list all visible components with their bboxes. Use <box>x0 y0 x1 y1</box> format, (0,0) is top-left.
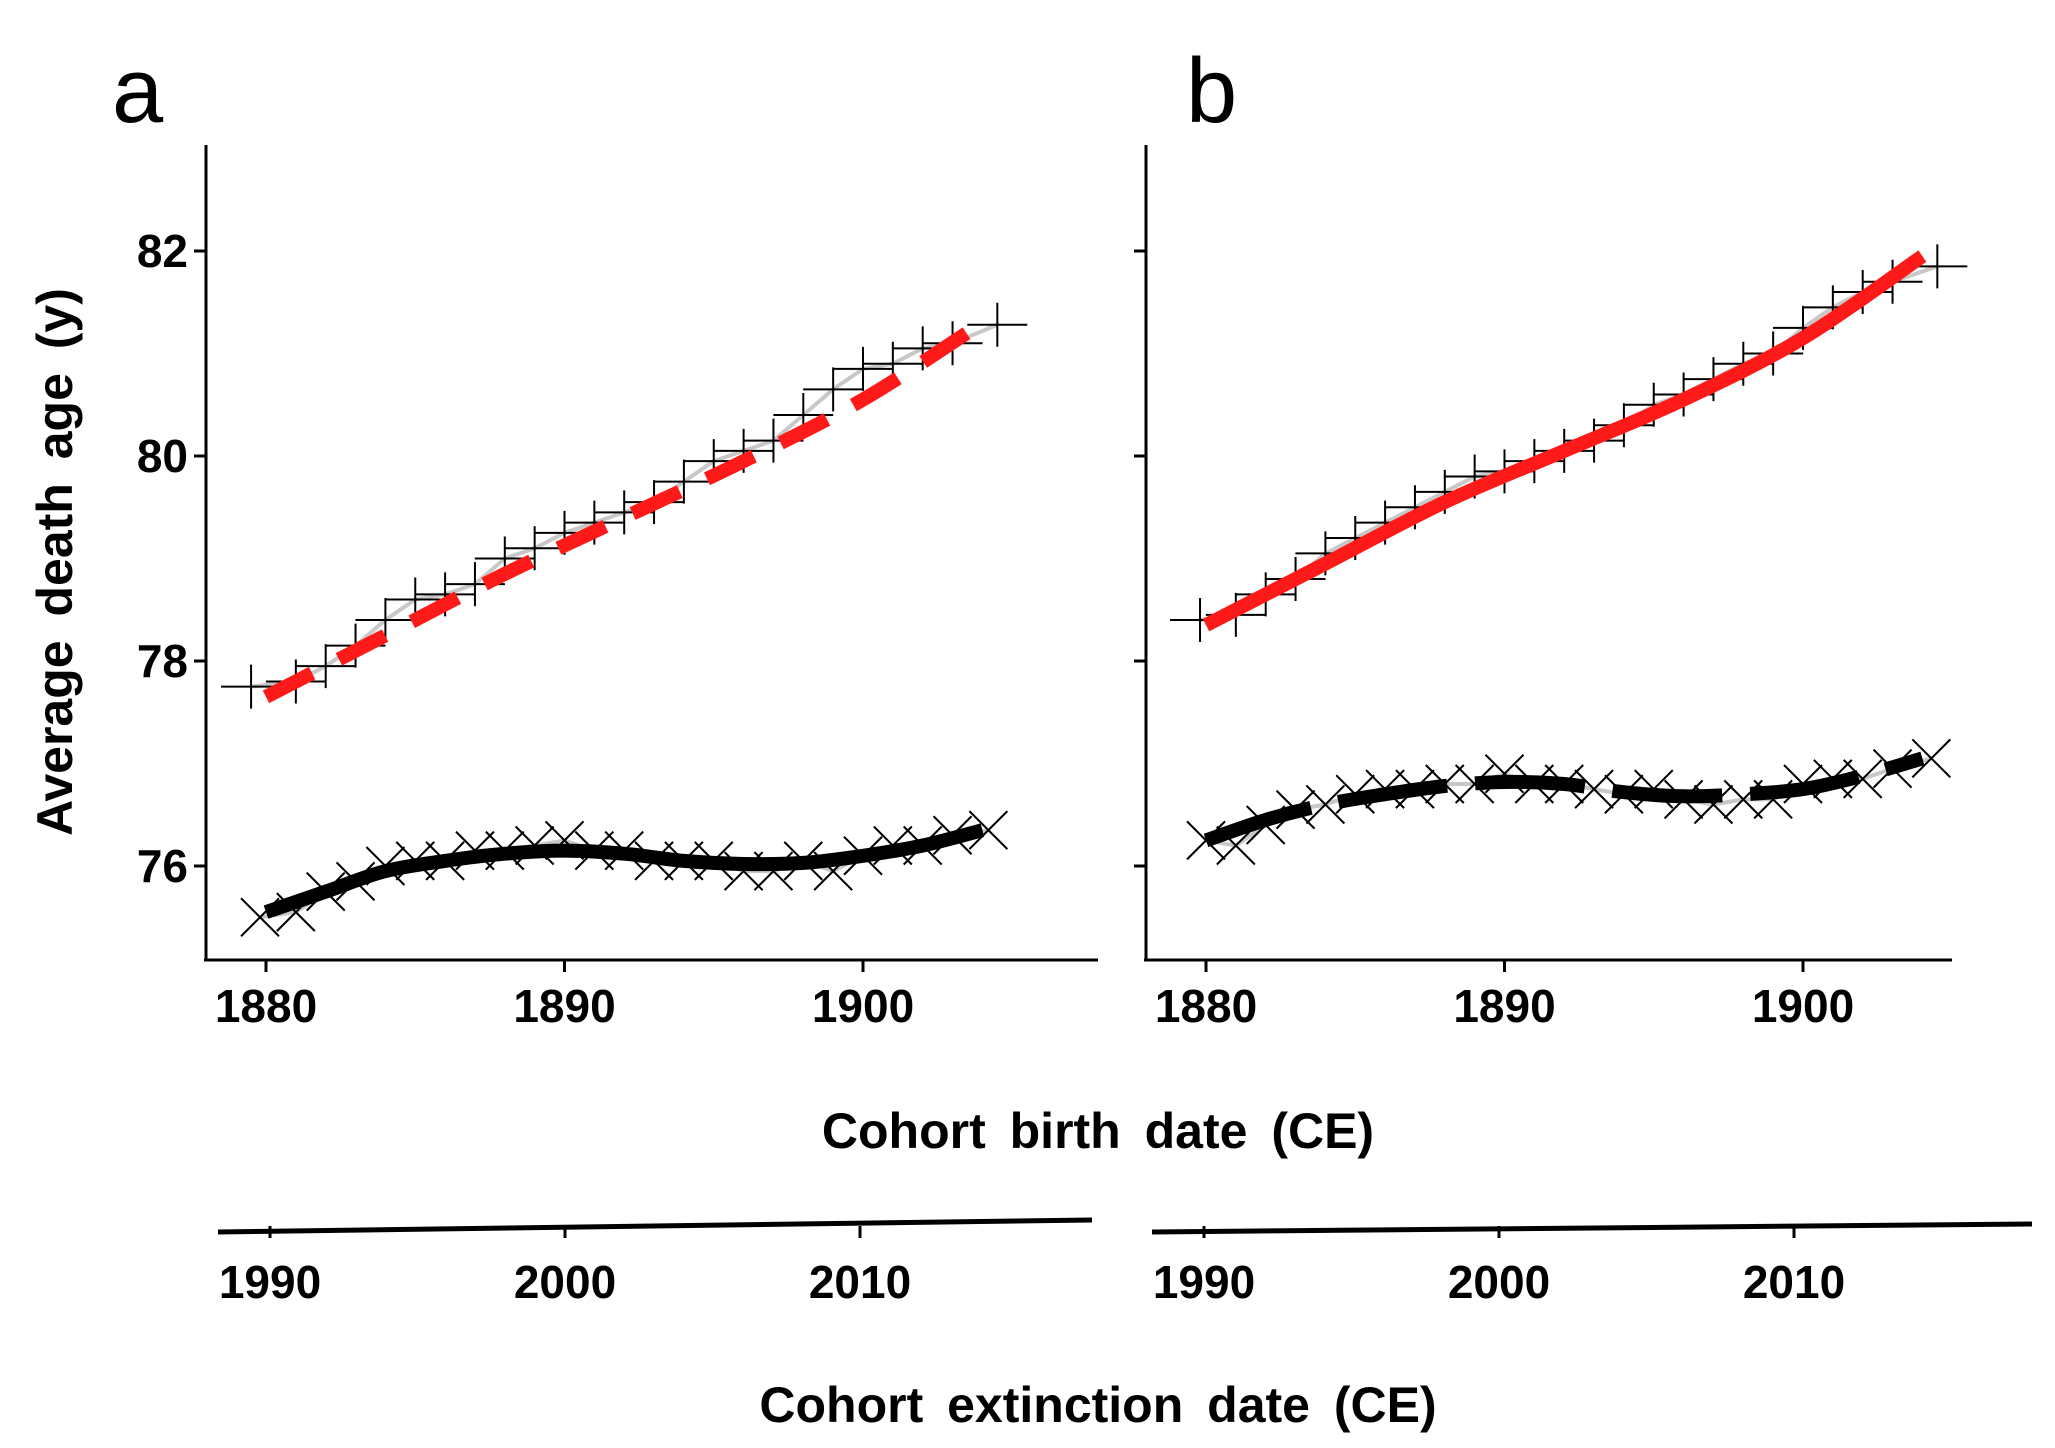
x-axis-title-extinction: Cohort extinction date (CE) <box>759 1377 1436 1433</box>
extinction-tick-label: 1990 <box>219 1256 321 1308</box>
extinction-tick-label: 2010 <box>1743 1256 1845 1308</box>
y-tick-label: 78 <box>137 635 188 687</box>
extinction-axes: 1990 2000 2010 1990 2000 2010 <box>217 1217 2033 1308</box>
y-tick-label: 80 <box>137 430 188 482</box>
x-tick-label: 1900 <box>1752 980 1854 1032</box>
y-tick-label: 82 <box>137 225 188 277</box>
extinction-tick-label: 2000 <box>1448 1256 1550 1308</box>
extinction-tick-label: 1990 <box>1153 1256 1255 1308</box>
data-connector-line <box>1205 756 1932 848</box>
x-tick-label: 1880 <box>1155 980 1257 1032</box>
red-fit-line <box>1202 250 1927 632</box>
plus-marker <box>967 302 1028 347</box>
panel-label: b <box>1186 40 1237 142</box>
x-axis-title-birth: Cohort birth date (CE) <box>822 1103 1374 1159</box>
x-tick-label: 1890 <box>1453 980 1555 1032</box>
x-tick-label: 1880 <box>215 980 317 1032</box>
plus-marker <box>295 644 356 689</box>
panel-b: b 1880 1890 1900 <box>1134 40 1968 1032</box>
plus-marker <box>355 598 416 642</box>
x-tick-label: 1900 <box>812 980 914 1032</box>
panel-label: a <box>112 40 164 142</box>
x-marker <box>968 810 1009 850</box>
x-tick-label: 1890 <box>513 980 615 1032</box>
extinction-tick-label: 2000 <box>514 1256 616 1308</box>
black-fit-line <box>263 823 985 919</box>
plus-marker <box>653 459 714 504</box>
x-marker <box>1911 738 1952 779</box>
plus-marker <box>803 367 864 412</box>
red-fit-line <box>262 316 987 704</box>
extinction-tick-label: 2010 <box>809 1256 911 1308</box>
extinction-axis-line <box>1151 1221 2033 1235</box>
y-axis-title: Average death age (y) <box>27 288 83 836</box>
y-tick-label: 76 <box>137 840 188 892</box>
plus-marker <box>833 346 893 391</box>
extinction-axis-line <box>217 1217 1093 1235</box>
panel-a: a 76 78 80 82 1880 1890 1900 <box>112 40 1098 1032</box>
black-fit-line <box>1203 751 1925 848</box>
x-marker <box>1842 759 1883 799</box>
x-marker <box>1454 764 1495 804</box>
x-marker <box>1305 784 1346 825</box>
